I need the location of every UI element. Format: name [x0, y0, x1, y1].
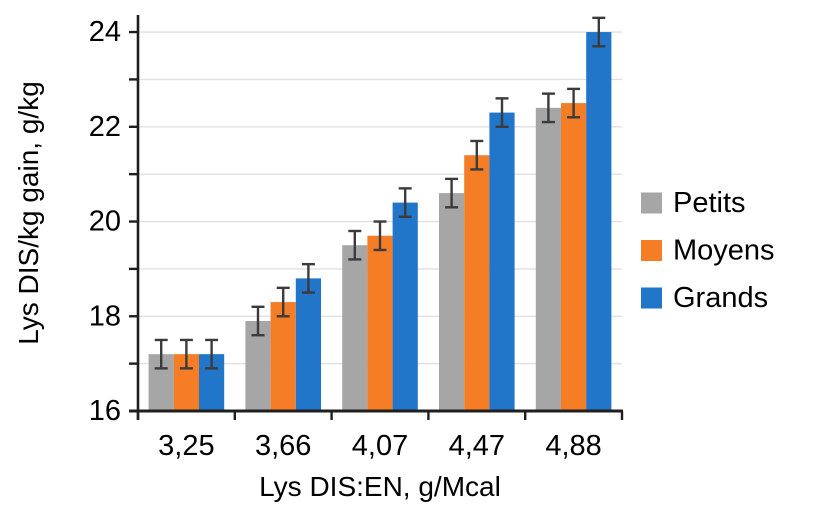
x-tick-label-4,07: 4,07 — [352, 430, 408, 462]
bar-petits-4,07 — [342, 245, 368, 411]
x-tick-label-3,25: 3,25 — [158, 430, 214, 462]
error-bar-grands-3,66 — [301, 262, 315, 294]
error-bar-petits-4,88 — [541, 92, 555, 124]
y-tick-label-18: 18 — [89, 300, 121, 332]
legend-swatch-moyens — [641, 240, 662, 261]
error-bar-moyens-3,66 — [276, 286, 290, 318]
y-tick-label-20: 20 — [89, 206, 121, 238]
x-tick-label-3,66: 3,66 — [255, 430, 311, 462]
y-tick-label-24: 24 — [89, 16, 121, 48]
error-bar-grands-4,88 — [592, 16, 606, 48]
bar-moyens-3,66 — [270, 302, 296, 411]
bar-grands-4,47 — [489, 112, 515, 411]
error-bar-moyens-4,88 — [567, 87, 581, 119]
error-bar-petits-3,66 — [251, 305, 265, 337]
bar-moyens-4,88 — [561, 103, 587, 412]
bar-grands-4,88 — [586, 32, 612, 411]
bar-petits-4,47 — [439, 193, 465, 411]
error-bar-moyens-3,25 — [179, 338, 193, 370]
y-tick-label-16: 16 — [89, 395, 121, 427]
y-tick-label-22: 22 — [89, 111, 121, 143]
error-bar-grands-3,25 — [205, 338, 219, 370]
legend-swatch-grands — [641, 287, 662, 309]
bar-moyens-4,07 — [367, 235, 393, 411]
x-tick-label-4,47: 4,47 — [449, 430, 505, 462]
error-bar-petits-3,25 — [154, 338, 168, 370]
bar-moyens-4,47 — [464, 155, 490, 411]
error-bar-grands-4,07 — [398, 187, 412, 218]
legend-label-grands: Grands — [673, 282, 768, 314]
bar-petits-4,88 — [535, 107, 561, 411]
error-bar-moyens-4,07 — [373, 220, 387, 252]
x-axis-title: Lys DIS:EN, g/Mcal — [259, 471, 501, 502]
y-axis-title: Lys DIS/kg gain, g/kg — [13, 81, 44, 345]
bar-grands-3,66 — [295, 278, 321, 411]
error-bar-petits-4,07 — [348, 229, 362, 261]
error-bar-petits-4,47 — [445, 177, 459, 209]
error-bar-moyens-4,47 — [470, 139, 484, 171]
x-tick-label-4,88: 4,88 — [545, 430, 601, 462]
legend-label-moyens: Moyens — [673, 235, 775, 267]
legend-swatch-petits — [641, 192, 662, 214]
error-bar-grands-4,47 — [495, 97, 509, 128]
bar-grands-4,07 — [392, 202, 418, 411]
legend-label-petits: Petits — [673, 187, 746, 219]
